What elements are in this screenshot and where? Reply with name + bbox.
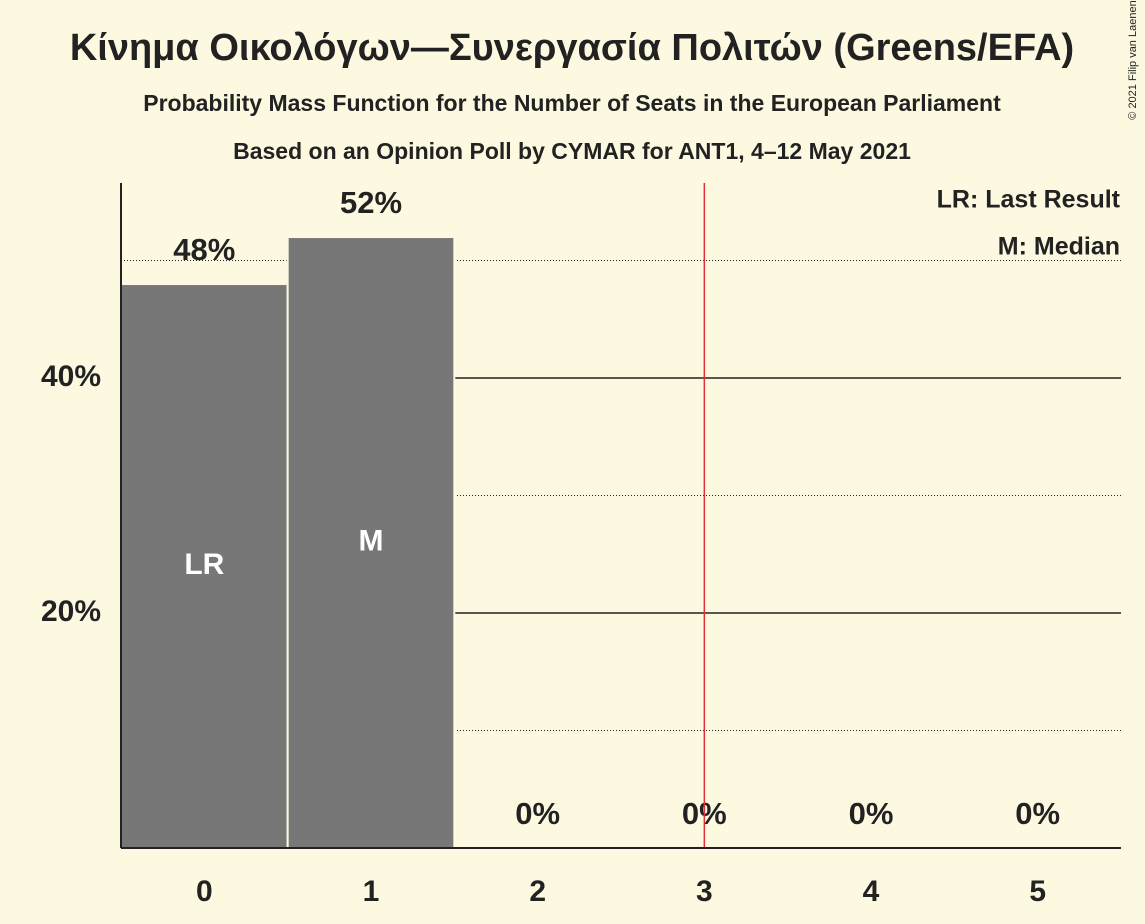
bar xyxy=(120,283,289,849)
chart-title: Κίνημα Οικολόγων—Συνεργασία Πολιτών (Gre… xyxy=(70,27,1074,69)
x-tick-label: 0 xyxy=(196,875,213,908)
copyright: © 2021 Filip van Laenen xyxy=(1127,0,1139,119)
x-tick-label: 3 xyxy=(696,875,713,908)
y-tick-label: 40% xyxy=(41,360,101,393)
bar-annotation: LR xyxy=(184,548,224,581)
value-label: 52% xyxy=(340,185,402,220)
legend-entry: LR: Last Result xyxy=(937,186,1121,214)
bar-annotation: M xyxy=(359,524,384,557)
x-tick-label: 2 xyxy=(529,875,546,908)
x-tick-label: 1 xyxy=(363,875,380,908)
value-label: 48% xyxy=(173,232,235,267)
x-tick-label: 5 xyxy=(1029,875,1046,908)
value-label: 0% xyxy=(515,796,560,831)
y-tick-label: 20% xyxy=(41,595,101,628)
x-tick-label: 4 xyxy=(863,875,880,908)
chart-subtitle: Probability Mass Function for the Number… xyxy=(143,90,1001,116)
value-label: 0% xyxy=(1015,796,1060,831)
chart-subtitle-2: Based on an Opinion Poll by CYMAR for AN… xyxy=(233,138,911,164)
legend-entry: M: Median xyxy=(998,233,1120,261)
value-label: 0% xyxy=(849,796,894,831)
